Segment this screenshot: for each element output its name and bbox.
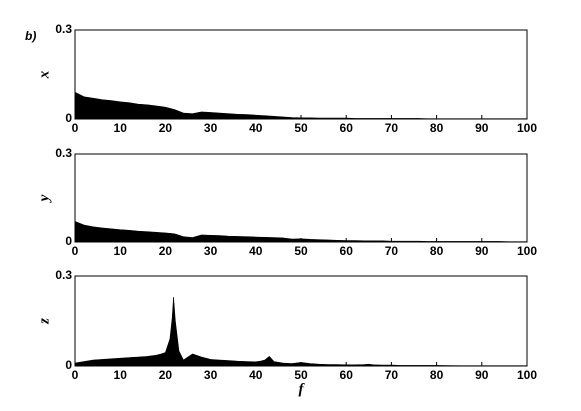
x-tick-label: 100 — [517, 244, 537, 258]
x-tick-label: 50 — [294, 244, 308, 258]
x-tick-label: 0 — [72, 244, 79, 258]
spectrum-area — [74, 91, 528, 120]
x-tick-label: 60 — [340, 244, 354, 258]
x-tick-label: 80 — [430, 121, 444, 135]
x-tick-label: 100 — [517, 368, 537, 382]
y-tick-label: 0 — [65, 111, 72, 125]
x-tick-label: 20 — [159, 368, 173, 382]
panel-label: b) — [25, 29, 36, 43]
x-tick-label: 80 — [430, 244, 444, 258]
x-tick-label: 40 — [249, 368, 263, 382]
x-tick-label: 70 — [385, 368, 399, 382]
x-axis-label: f — [299, 381, 306, 397]
x-tick-label: 60 — [340, 121, 354, 135]
x-tick-label: 50 — [294, 121, 308, 135]
x-tick-label: 70 — [385, 121, 399, 135]
x-tick-label: 40 — [249, 121, 263, 135]
x-tick-label: 20 — [159, 121, 173, 135]
x-tick-label: 10 — [114, 368, 128, 382]
x-tick-label: 0 — [72, 368, 79, 382]
plot-frame — [74, 275, 528, 367]
x-tick-label: 80 — [430, 368, 444, 382]
y-tick-label: 0.3 — [55, 146, 72, 160]
y-tick-label: 0.3 — [55, 22, 72, 36]
x-tick-label: 90 — [475, 244, 489, 258]
y-tick-label: 0.3 — [55, 268, 72, 282]
y-tick-label: 0 — [65, 234, 72, 248]
y-axis-label: x — [36, 70, 52, 79]
y-axis-label: z — [36, 318, 52, 325]
plot-frame — [74, 153, 528, 243]
x-tick-label: 90 — [475, 368, 489, 382]
x-tick-label: 60 — [340, 368, 354, 382]
x-tick-label: 30 — [204, 368, 218, 382]
spectrum-area — [74, 296, 528, 367]
x-tick-label: 30 — [204, 121, 218, 135]
x-tick-label: 20 — [159, 244, 173, 258]
y-tick-label: 0 — [65, 358, 72, 372]
x-tick-label: 0 — [72, 121, 79, 135]
x-tick-label: 10 — [114, 244, 128, 258]
x-tick-label: 50 — [294, 368, 308, 382]
x-tick-label: 70 — [385, 244, 399, 258]
x-tick-label: 10 — [114, 121, 128, 135]
x-tick-label: 100 — [517, 121, 537, 135]
x-tick-label: 40 — [249, 244, 263, 258]
y-axis-label: y — [36, 194, 52, 203]
x-tick-label: 30 — [204, 244, 218, 258]
x-tick-label: 90 — [475, 121, 489, 135]
